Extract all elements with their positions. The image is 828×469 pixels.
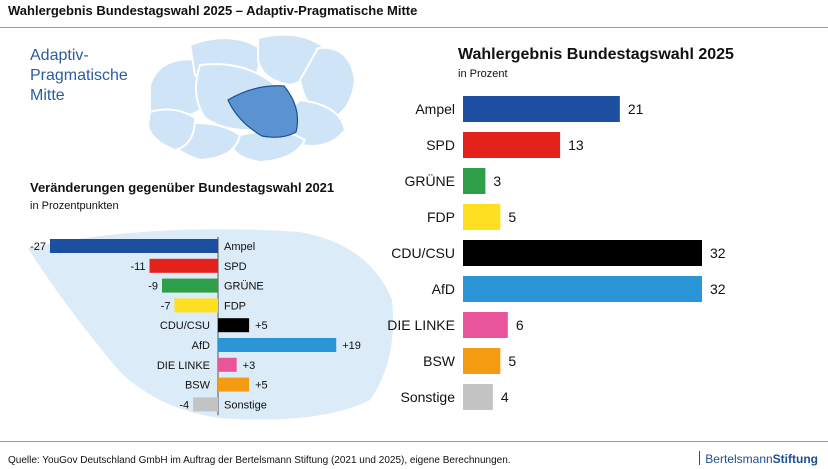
change-category-label-sonstige: Sonstige: [224, 399, 267, 411]
change-chart-subtitle: in Prozentpunkten: [30, 200, 119, 212]
segment-label-line: Mitte: [30, 87, 65, 104]
change-value-label-grüne: -9: [148, 281, 158, 293]
change-bar-fdp: [174, 298, 218, 313]
result-chart-title: Wahlergebnis Bundestagswahl 2025: [458, 46, 734, 63]
result-value-label-cdu-csu: 32: [710, 245, 726, 261]
brand-divider: [699, 451, 701, 465]
change-category-label-afd: AfD: [192, 340, 210, 352]
segment-blob: [146, 33, 357, 164]
diverging-chart-backdrop: [28, 229, 394, 420]
result-value-label-spd: 13: [568, 137, 584, 153]
change-value-label-bsw: +5: [255, 380, 268, 392]
change-category-label-die-linke: DIE LINKE: [157, 360, 210, 372]
change-bar-spd: [149, 258, 218, 273]
source-note: Quelle: YouGov Deutschland GmbH im Auftr…: [8, 455, 511, 466]
change-value-label-cdu-csu: +5: [255, 320, 268, 332]
bottom-divider: [0, 441, 828, 442]
result-value-label-grüne: 3: [493, 173, 501, 189]
segment-blob-highlight: [227, 85, 299, 138]
result-value-label-bsw: 5: [508, 353, 516, 369]
change-value-label-fdp: -7: [161, 300, 171, 312]
result-category-label-cdu-csu: CDU/CSU: [391, 245, 455, 261]
segment-label: Adaptiv- Pragmatische Mitte: [30, 46, 128, 106]
result-category-label-bsw: BSW: [423, 353, 456, 369]
page-title: Wahlergebnis Bundestagswahl 2025 – Adapt…: [8, 3, 418, 18]
result-category-label-ampel: Ampel: [415, 101, 455, 117]
change-value-label-spd: -11: [130, 261, 145, 273]
result-bar-ampel: [463, 96, 620, 122]
change-chart-title: Veränderungen gegenüber Bundestagswahl 2…: [30, 180, 335, 195]
result-bar-die-linke: [463, 312, 508, 338]
change-bar-ampel: [50, 239, 218, 253]
result-bar-spd: [463, 132, 561, 158]
change-category-label-ampel: Ampel: [224, 241, 255, 253]
change-category-label-fdp: FDP: [224, 300, 246, 312]
change-bar-sonstige: [193, 397, 218, 412]
change-category-label-spd: SPD: [224, 261, 247, 273]
result-category-label-die-linke: DIE LINKE: [387, 317, 455, 333]
brand-bold: Stiftung: [772, 452, 818, 466]
brand-logo: BertelsmannStiftung: [699, 451, 818, 466]
change-category-label-grüne: GRÜNE: [224, 281, 264, 293]
change-value-label-ampel: -27: [30, 241, 46, 253]
result-category-label-grüne: GRÜNE: [404, 172, 455, 189]
result-value-label-sonstige: 4: [501, 389, 509, 405]
change-value-label-sonstige: -4: [179, 399, 189, 411]
brand-regular: Bertelsmann: [705, 452, 773, 466]
result-category-label-spd: SPD: [426, 137, 455, 153]
result-category-label-fdp: FDP: [427, 209, 455, 225]
result-bar-grüne: [463, 168, 486, 194]
result-bar-fdp: [463, 204, 501, 230]
segment-label-line: Pragmatische: [30, 67, 128, 84]
result-value-label-fdp: 5: [508, 209, 516, 225]
result-bar-cdu-csu: [463, 240, 702, 266]
change-value-label-afd: +19: [342, 340, 361, 352]
change-category-label-cdu-csu: CDU/CSU: [160, 320, 210, 332]
result-bar-afd: [463, 276, 702, 302]
change-bar-cdu-csu: [218, 318, 250, 333]
result-value-label-die-linke: 6: [516, 317, 524, 333]
result-bar-bsw: [463, 348, 501, 374]
segment-label-line: Adaptiv-: [30, 47, 89, 64]
result-bar-sonstige: [463, 384, 493, 410]
result-value-label-afd: 32: [710, 281, 726, 297]
result-category-label-afd: AfD: [432, 281, 455, 297]
result-category-label-sonstige: Sonstige: [401, 389, 456, 405]
result-value-label-ampel: 21: [628, 101, 644, 117]
change-bar-die-linke: [218, 357, 237, 372]
change-bar-bsw: [218, 377, 250, 392]
change-bar-grüne: [162, 278, 218, 293]
top-divider: [0, 27, 828, 28]
change-value-label-die-linke: +3: [243, 360, 256, 372]
result-chart-subtitle: in Prozent: [458, 68, 508, 80]
change-bar-afd: [218, 338, 337, 352]
change-category-label-bsw: BSW: [185, 380, 211, 392]
